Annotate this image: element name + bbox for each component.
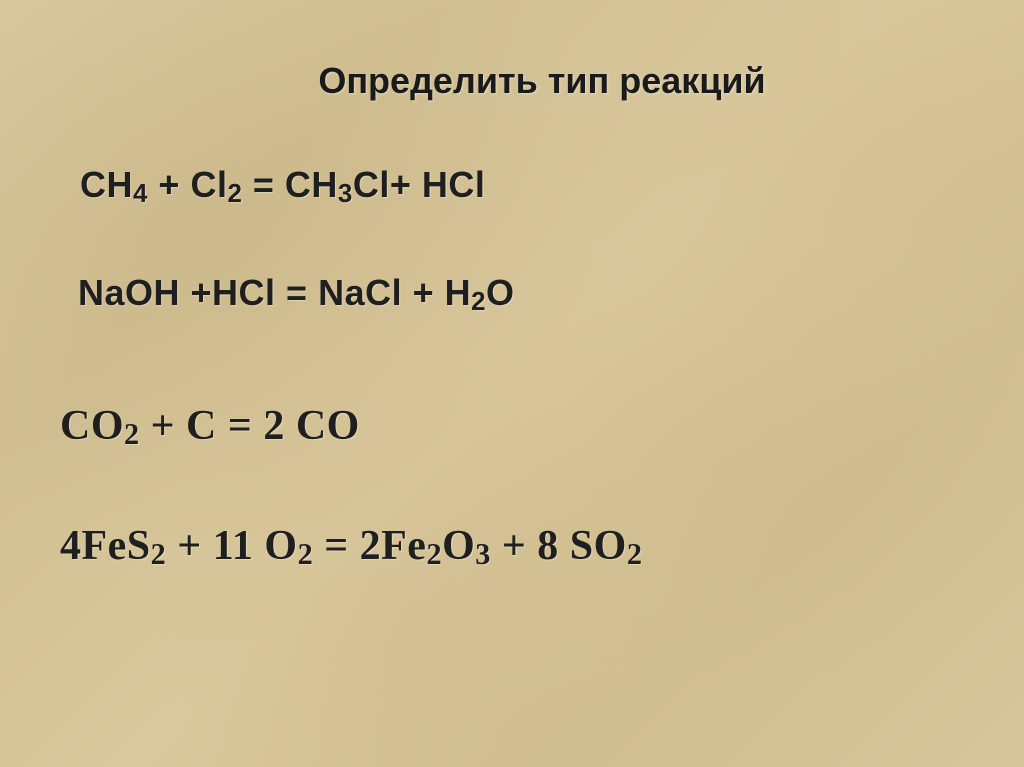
slide-title: Определить тип реакций bbox=[110, 60, 974, 102]
equation-4: 4FeS2 + 11 O2 = 2Fe2O3 + 8 SO2 bbox=[60, 522, 974, 570]
slide-container: Определить тип реакций CH4 + Cl2 = CH3Cl… bbox=[0, 0, 1024, 767]
equation-1: CH4 + Cl2 = CH3Cl+ HCl bbox=[80, 164, 974, 206]
equation-3: CO2 + C = 2 CO bbox=[60, 402, 974, 450]
equation-2: NaOH +HCl = NaCl + H2O bbox=[78, 272, 974, 314]
